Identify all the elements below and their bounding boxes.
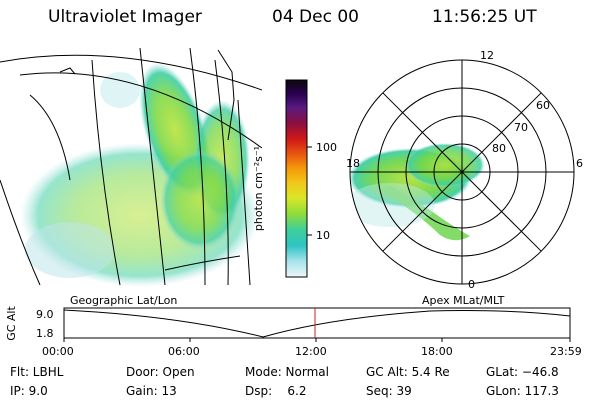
colorbar-tick-100: 100 <box>316 141 337 154</box>
apex-panel-label: Apex MLat/MLT <box>422 294 505 307</box>
timeline-ytick-bottom: 1.8 <box>36 327 54 340</box>
ip-info: IP: 9.0 <box>10 384 48 398</box>
glon-info: GLon: 117.3 <box>486 384 559 398</box>
dsp-info: Dsp: 6.2 <box>245 384 307 398</box>
altitude-timeline <box>63 307 571 342</box>
polar-plot <box>349 59 575 285</box>
glat-info: GLat: −46.8 <box>486 365 559 379</box>
timeline-ytick-top: 9.0 <box>36 308 54 321</box>
instrument-title: Ultraviolet Imager <box>48 7 202 27</box>
timeline-xtick-2359: 23:59 <box>550 345 582 358</box>
mlt-label-18: 18 <box>346 157 360 170</box>
timeline-xtick-0000: 00:00 <box>42 345 74 358</box>
colorbar-tick-10: 10 <box>316 229 330 242</box>
mlt-label-6: 6 <box>576 157 583 170</box>
mode-info: Mode: Normal <box>245 365 329 379</box>
geographic-panel-label: Geographic Lat/Lon <box>70 294 178 307</box>
timeline-xtick-0600: 06:00 <box>168 345 200 358</box>
seq-info: Seq: 39 <box>366 384 412 398</box>
timeline-xtick-1200: 12:00 <box>295 345 327 358</box>
geographic-image-panel <box>0 47 262 287</box>
timeline-axis-label: GC Alt <box>4 306 18 341</box>
geographic-grid <box>0 47 262 286</box>
gc-alt-info: GC Alt: 5.4 Re <box>366 365 450 379</box>
date-label: 04 Dec 00 <box>272 7 359 27</box>
color-bar <box>285 79 312 278</box>
time-label: 11:56:25 UT <box>432 7 537 27</box>
gain-info: Gain: 13 <box>126 384 177 398</box>
mlt-label-12: 12 <box>480 49 494 62</box>
lat-label-70: 70 <box>514 121 528 134</box>
colorbar-unit-label: photon cm⁻²s⁻¹ <box>252 145 266 232</box>
filter-info: Flt: LBHL <box>10 365 64 379</box>
timeline-xtick-1800: 18:00 <box>421 345 453 358</box>
lat-label-80: 80 <box>492 142 506 155</box>
mlt-label-0: 0 <box>468 278 475 291</box>
door-info: Door: Open <box>126 365 195 379</box>
lat-label-60: 60 <box>536 99 550 112</box>
